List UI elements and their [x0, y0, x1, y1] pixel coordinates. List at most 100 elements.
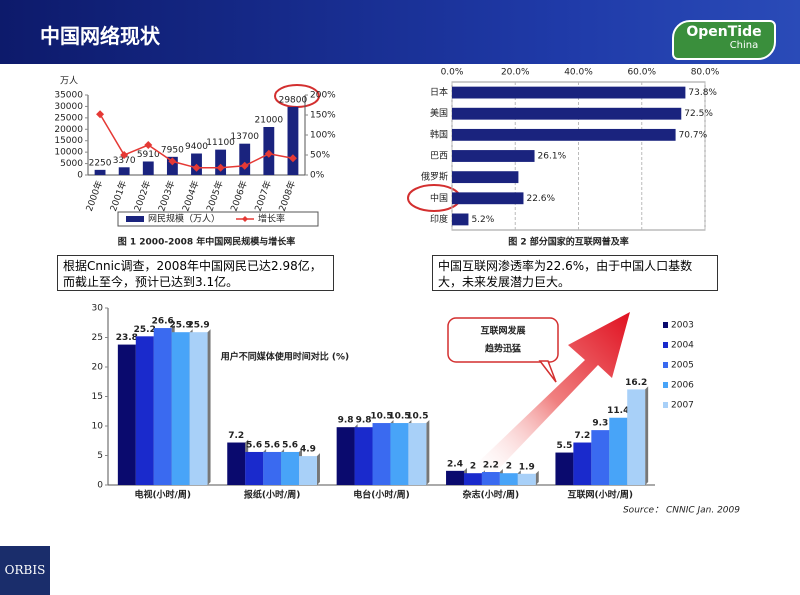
y-tick-label: 5 — [97, 451, 103, 461]
x-tick-label: 2000年 — [83, 179, 105, 213]
chart-title: 用户不同媒体使用时间对比 (%) — [220, 351, 349, 363]
legend-swatch — [663, 322, 668, 328]
y-tick-label: 30 — [92, 304, 104, 314]
data-label: 11.4 — [607, 406, 629, 416]
bar — [499, 473, 518, 485]
data-label: 16.2 — [625, 378, 647, 388]
y-tick-label: 20000 — [54, 125, 83, 135]
bar — [372, 423, 391, 485]
data-label: 25.9 — [170, 321, 192, 331]
bar — [517, 473, 536, 485]
legend-swatch — [663, 382, 668, 388]
bar — [135, 336, 154, 485]
line-marker — [288, 154, 297, 163]
bar — [299, 456, 317, 485]
bar — [452, 86, 686, 99]
bar — [609, 417, 628, 485]
data-label: 10.5 — [370, 412, 392, 422]
bar — [153, 328, 172, 485]
line-marker — [120, 151, 129, 159]
line-marker — [240, 161, 249, 170]
data-label: 23.8 — [116, 333, 138, 343]
bar — [118, 167, 130, 175]
data-label: 25.9 — [187, 321, 209, 331]
data-label: 1.9 — [519, 462, 535, 472]
y2-tick-label: 100% — [310, 131, 336, 141]
logo-text: OpenTide — [686, 24, 762, 40]
bar — [142, 161, 154, 175]
bar — [94, 169, 106, 175]
data-label: 11100 — [206, 138, 235, 148]
y-tick-label: 0 — [77, 171, 83, 181]
y-tick-label: 5000 — [60, 159, 83, 169]
y-tick-label: 35000 — [54, 91, 83, 101]
legend-swatch — [663, 362, 668, 368]
data-label: 10.5 — [388, 412, 410, 422]
bar — [239, 143, 251, 175]
legend-label: 2007 — [671, 401, 694, 411]
logo-sub: China — [729, 40, 759, 51]
x-tick-label: 报纸(小时/周) — [244, 489, 301, 501]
header: 中国网络现状 OpenTide China — [0, 0, 800, 64]
bar — [452, 107, 682, 120]
data-label: 70.7% — [679, 130, 708, 140]
data-label: 26.1% — [538, 152, 567, 162]
data-label: 72.5% — [684, 109, 713, 119]
annotation-pointer — [538, 360, 557, 383]
y-tick-label: 0 — [97, 481, 103, 491]
data-label: 4.9 — [300, 445, 316, 455]
y2-tick-label: 0% — [310, 171, 325, 181]
data-label: 5.6 — [282, 440, 298, 450]
footer-brand: ORBIS — [0, 546, 50, 595]
logo: OpenTide China — [672, 20, 776, 60]
data-label: 2 — [506, 462, 512, 472]
data-label: 9.3 — [592, 419, 608, 429]
line-marker — [168, 157, 177, 166]
data-label: 5.6 — [246, 440, 262, 450]
data-label: 10.5 — [406, 412, 428, 422]
data-label: 7.2 — [228, 431, 244, 441]
data-label: 5.2% — [471, 215, 494, 225]
x-tick-label: 2004年 — [179, 179, 201, 213]
bar — [481, 472, 500, 485]
line-marker — [216, 163, 225, 172]
bar — [452, 171, 519, 184]
line-marker — [144, 141, 153, 149]
bar — [452, 192, 524, 205]
bar — [263, 451, 282, 485]
legend-swatch — [242, 216, 248, 222]
note: 根据Cnnic调查，2008年中国网民已达2.98亿，而截止至今，预计已达到3.… — [57, 255, 334, 291]
annotation: 互联网发展 — [480, 325, 525, 337]
x-tick-label: 0.0% — [441, 68, 464, 78]
x-tick-label: 20.0% — [501, 68, 530, 78]
bar — [452, 213, 469, 226]
bar — [245, 451, 264, 485]
line-marker — [264, 149, 273, 158]
bar — [452, 150, 535, 162]
x-tick-label: 2001年 — [107, 179, 129, 213]
y-tick-label: 韩国 — [430, 128, 448, 140]
x-tick-label: 杂志(小时/周) — [463, 489, 520, 501]
y-tick-label: 日本 — [430, 86, 448, 98]
line-marker — [192, 163, 201, 172]
bar — [281, 451, 300, 485]
trend-arrow — [470, 312, 630, 478]
y2-tick-label: 150% — [310, 111, 336, 121]
x-tick-label: 电视(小时/周) — [134, 489, 191, 501]
data-label: 3370 — [113, 156, 136, 166]
x-tick-label: 80.0% — [691, 68, 720, 78]
bar-side — [535, 470, 539, 485]
y-tick-label: 10 — [92, 422, 104, 432]
data-label: 73.8% — [688, 88, 717, 98]
bar — [446, 470, 464, 485]
y-tick-label: 巴西 — [430, 151, 448, 162]
bar — [573, 442, 592, 485]
line-marker — [96, 110, 105, 119]
x-tick-label: 40.0% — [564, 68, 593, 78]
data-label: 25.2 — [134, 325, 156, 335]
x-tick-label: 互联网(小时/周) — [568, 489, 634, 501]
source: Source： CNNIC Jan. 2009 — [623, 506, 740, 516]
bar — [227, 442, 246, 485]
data-label: 21000 — [255, 116, 284, 126]
